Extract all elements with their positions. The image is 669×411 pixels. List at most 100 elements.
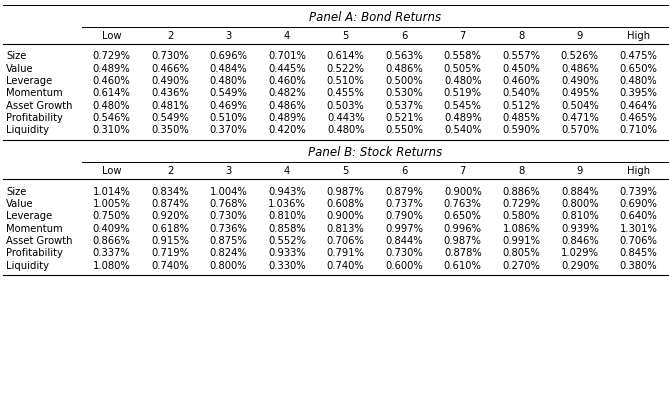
Text: 0.557%: 0.557% — [502, 51, 541, 61]
Text: 8: 8 — [518, 166, 524, 176]
Text: 0.563%: 0.563% — [385, 51, 423, 61]
Text: 0.800%: 0.800% — [561, 199, 599, 209]
Text: 0.484%: 0.484% — [210, 64, 248, 74]
Text: 0.791%: 0.791% — [326, 248, 365, 258]
Text: 0.480%: 0.480% — [210, 76, 248, 86]
Text: 1.036%: 1.036% — [268, 199, 306, 209]
Text: 0.490%: 0.490% — [151, 76, 189, 86]
Text: 0.943%: 0.943% — [268, 187, 306, 196]
Text: 0.420%: 0.420% — [268, 125, 306, 135]
Text: 0.878%: 0.878% — [444, 248, 482, 258]
Text: 0.719%: 0.719% — [151, 248, 189, 258]
Text: 0.710%: 0.710% — [619, 125, 658, 135]
Text: 0.380%: 0.380% — [619, 261, 657, 270]
Text: 0.729%: 0.729% — [92, 51, 130, 61]
Text: Momentum: Momentum — [6, 224, 63, 233]
Text: 0.469%: 0.469% — [209, 101, 248, 111]
Text: Value: Value — [6, 199, 33, 209]
Text: Size: Size — [6, 51, 26, 61]
Text: 8: 8 — [518, 31, 524, 41]
Text: Value: Value — [6, 64, 33, 74]
Text: 0.337%: 0.337% — [93, 248, 130, 258]
Text: Asset Growth: Asset Growth — [6, 101, 72, 111]
Text: 4: 4 — [284, 166, 290, 176]
Text: 0.750%: 0.750% — [92, 211, 130, 221]
Text: Leverage: Leverage — [6, 76, 52, 86]
Text: 0.640%: 0.640% — [619, 211, 657, 221]
Text: 1.029%: 1.029% — [561, 248, 599, 258]
Text: Liquidity: Liquidity — [6, 125, 49, 135]
Text: 0.608%: 0.608% — [327, 199, 365, 209]
Text: 0.445%: 0.445% — [268, 64, 306, 74]
Text: 0.512%: 0.512% — [502, 101, 541, 111]
Text: 0.884%: 0.884% — [561, 187, 599, 196]
Text: 0.460%: 0.460% — [268, 76, 306, 86]
Text: 0.480%: 0.480% — [327, 125, 365, 135]
Text: 0.690%: 0.690% — [619, 199, 658, 209]
Text: Low: Low — [102, 166, 121, 176]
Text: 0.540%: 0.540% — [502, 88, 540, 98]
Text: 0.740%: 0.740% — [327, 261, 365, 270]
Text: 0.350%: 0.350% — [151, 125, 189, 135]
Text: 0.737%: 0.737% — [385, 199, 423, 209]
Text: 0.800%: 0.800% — [210, 261, 248, 270]
Text: 0.526%: 0.526% — [561, 51, 599, 61]
Text: 0.450%: 0.450% — [502, 64, 540, 74]
Text: Size: Size — [6, 187, 26, 196]
Text: 0.537%: 0.537% — [385, 101, 423, 111]
Text: 3: 3 — [225, 31, 231, 41]
Text: 0.701%: 0.701% — [268, 51, 306, 61]
Text: 0.510%: 0.510% — [209, 113, 248, 123]
Text: 0.443%: 0.443% — [327, 113, 365, 123]
Text: 2: 2 — [167, 31, 173, 41]
Text: 0.552%: 0.552% — [268, 236, 306, 246]
Text: 0.763%: 0.763% — [444, 199, 482, 209]
Text: 0.618%: 0.618% — [151, 224, 189, 233]
Text: 0.866%: 0.866% — [92, 236, 130, 246]
Text: Panel A: Bond Returns: Panel A: Bond Returns — [309, 11, 441, 24]
Text: 0.933%: 0.933% — [268, 248, 306, 258]
Text: 0.558%: 0.558% — [444, 51, 482, 61]
Text: 0.600%: 0.600% — [385, 261, 423, 270]
Text: 0.730%: 0.730% — [210, 211, 248, 221]
Text: 1.086%: 1.086% — [502, 224, 541, 233]
Text: 0.920%: 0.920% — [151, 211, 189, 221]
Text: 0.460%: 0.460% — [93, 76, 130, 86]
Text: 0.590%: 0.590% — [502, 125, 541, 135]
Text: 0.997%: 0.997% — [385, 224, 423, 233]
Text: 0.824%: 0.824% — [210, 248, 248, 258]
Text: 0.500%: 0.500% — [385, 76, 423, 86]
Text: 7: 7 — [460, 166, 466, 176]
Text: 4: 4 — [284, 31, 290, 41]
Text: Liquidity: Liquidity — [6, 261, 49, 270]
Text: 0.486%: 0.486% — [561, 64, 599, 74]
Text: 0.464%: 0.464% — [619, 101, 657, 111]
Text: 0.740%: 0.740% — [151, 261, 189, 270]
Text: 0.810%: 0.810% — [268, 211, 306, 221]
Text: 3: 3 — [225, 166, 231, 176]
Text: 0.845%: 0.845% — [619, 248, 657, 258]
Text: Profitability: Profitability — [6, 248, 63, 258]
Text: 0.790%: 0.790% — [385, 211, 423, 221]
Text: 0.996%: 0.996% — [444, 224, 482, 233]
Text: 0.768%: 0.768% — [209, 199, 248, 209]
Text: Low: Low — [102, 31, 121, 41]
Text: 0.504%: 0.504% — [561, 101, 599, 111]
Text: 0.489%: 0.489% — [444, 113, 482, 123]
Text: 6: 6 — [401, 31, 407, 41]
Text: 0.550%: 0.550% — [385, 125, 423, 135]
Text: High: High — [627, 166, 650, 176]
Text: 0.739%: 0.739% — [619, 187, 658, 196]
Text: 6: 6 — [401, 166, 407, 176]
Text: 1.080%: 1.080% — [93, 261, 130, 270]
Text: 0.879%: 0.879% — [385, 187, 423, 196]
Text: 0.614%: 0.614% — [92, 88, 130, 98]
Text: 0.846%: 0.846% — [561, 236, 599, 246]
Text: 0.480%: 0.480% — [444, 76, 482, 86]
Text: 0.489%: 0.489% — [268, 113, 306, 123]
Text: 0.522%: 0.522% — [326, 64, 365, 74]
Text: 0.805%: 0.805% — [502, 248, 540, 258]
Text: 0.519%: 0.519% — [444, 88, 482, 98]
Text: 0.460%: 0.460% — [502, 76, 540, 86]
Text: 0.570%: 0.570% — [561, 125, 599, 135]
